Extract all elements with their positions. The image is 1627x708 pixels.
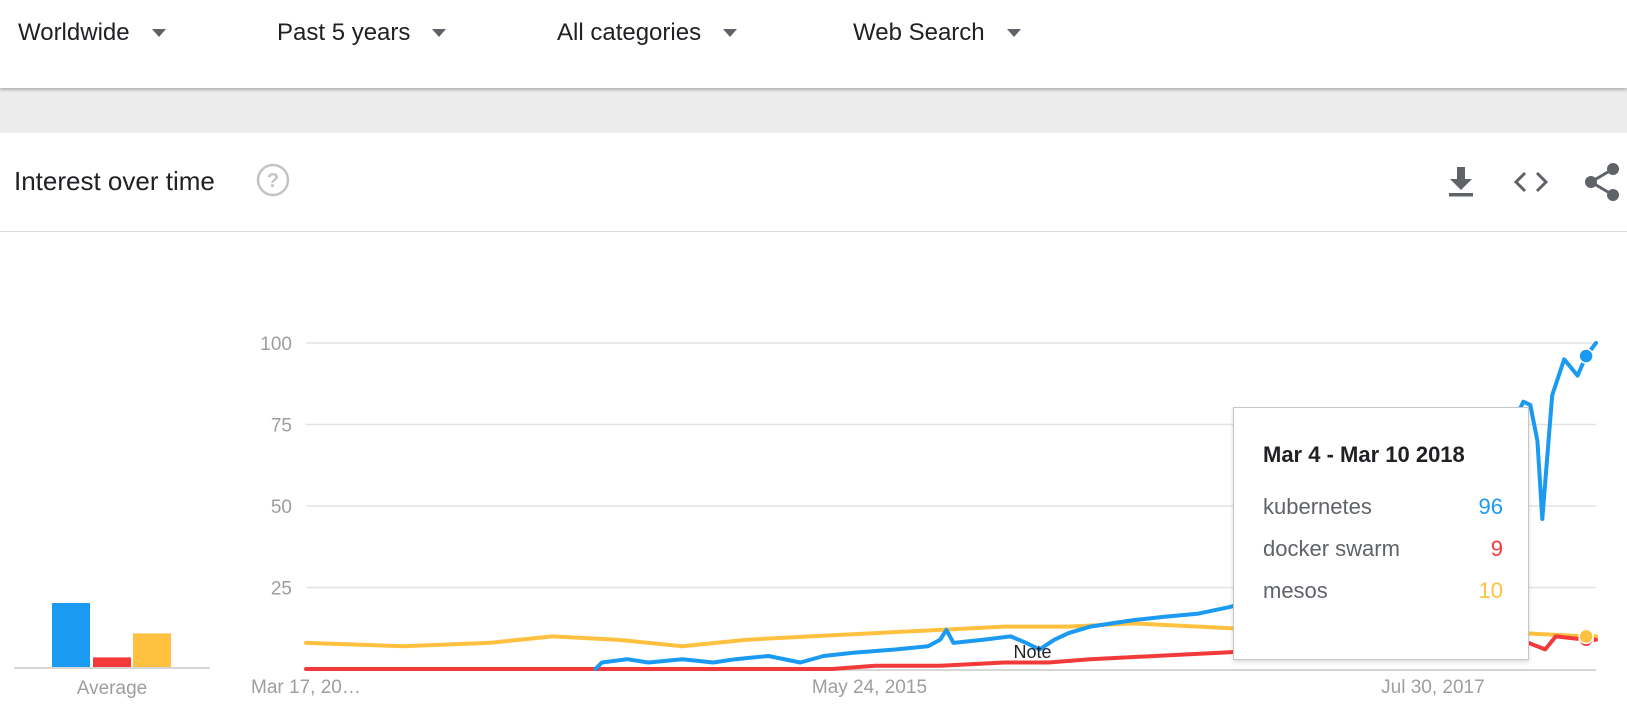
- share-icon[interactable]: [1582, 161, 1622, 203]
- time-range-filter-label: Past 5 years: [277, 19, 411, 46]
- hover-marker-kubernetes: [1578, 348, 1594, 364]
- dropdown-caret-icon: [432, 29, 447, 37]
- tooltip-series-value: 9: [1490, 536, 1503, 561]
- tooltip-series-name: docker swarm: [1263, 536, 1400, 561]
- location-filter-dropdown[interactable]: Worldwide: [18, 18, 166, 48]
- search-type-filter-label: Web Search: [853, 19, 985, 46]
- average-bar-docker-swarm: [93, 657, 131, 667]
- svg-text:?: ?: [267, 170, 279, 192]
- category-filter-dropdown[interactable]: All categories: [557, 18, 738, 48]
- search-type-filter-dropdown[interactable]: Web Search: [853, 18, 1021, 48]
- card-title: Interest over time: [14, 166, 215, 196]
- card-header: Interest over time: [0, 133, 1627, 232]
- y-tick-label: 25: [271, 579, 292, 600]
- dropdown-caret-icon: [1006, 29, 1021, 37]
- annotation-note-label[interactable]: Note: [1014, 642, 1052, 662]
- average-label: Average: [77, 678, 147, 699]
- tooltip-series-name: kubernetes: [1263, 494, 1372, 519]
- tooltip-row-kubernetes: kubernetes 96: [1263, 494, 1503, 522]
- dropdown-caret-icon: [723, 29, 738, 37]
- tooltip-series-value: 96: [1478, 494, 1503, 519]
- download-icon[interactable]: [1446, 165, 1476, 199]
- y-axis-ticks: 25 50 75 100: [260, 334, 292, 600]
- section-divider-band: [0, 88, 1627, 133]
- average-bar-mesos: [133, 633, 171, 667]
- x-axis-ticks: Mar 17, 20… May 24, 2015 Jul 30, 2017: [251, 677, 1485, 698]
- tooltip-series-value: 10: [1478, 578, 1503, 603]
- x-tick-label: Jul 30, 2017: [1381, 677, 1485, 698]
- category-filter-label: All categories: [557, 19, 702, 46]
- average-bar-kubernetes: [52, 603, 90, 667]
- tooltip-row-docker-swarm: docker swarm 9: [1263, 536, 1503, 564]
- filter-bar: Worldwide Past 5 years All categories We…: [0, 0, 1627, 88]
- help-circle-icon[interactable]: ?: [256, 163, 290, 197]
- y-tick-label: 100: [260, 334, 292, 355]
- tooltip-date: Mar 4 - Mar 10 2018: [1263, 442, 1465, 467]
- y-tick-label: 50: [271, 497, 292, 518]
- tooltip-series-name: mesos: [1263, 578, 1328, 603]
- average-bar-chart: Average: [14, 603, 210, 699]
- dropdown-caret-icon: [151, 29, 166, 37]
- x-tick-label: May 24, 2015: [812, 677, 927, 698]
- hover-tooltip: Mar 4 - Mar 10 2018 kubernetes 96 docker…: [1233, 407, 1529, 660]
- tooltip-row-mesos: mesos 10: [1263, 578, 1503, 606]
- chart-annotation[interactable]: Note: [1014, 642, 1052, 662]
- time-range-filter-dropdown[interactable]: Past 5 years: [277, 18, 447, 48]
- location-filter-label: Worldwide: [18, 19, 130, 46]
- hover-marker-mesos: [1578, 628, 1594, 645]
- y-tick-label: 75: [271, 416, 292, 437]
- hover-markers: [1578, 348, 1594, 648]
- x-tick-label: Mar 17, 20…: [251, 677, 361, 698]
- embed-code-icon[interactable]: [1511, 168, 1551, 196]
